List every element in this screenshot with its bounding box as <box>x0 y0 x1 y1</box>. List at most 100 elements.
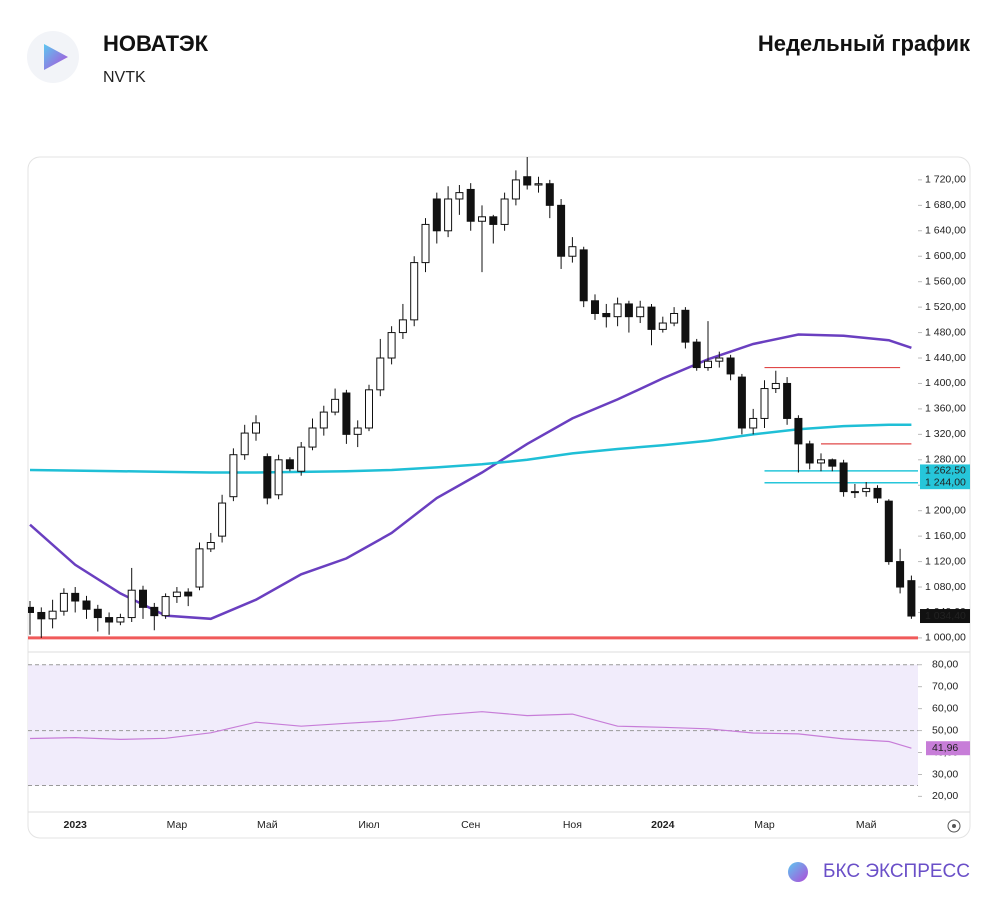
candle-body <box>37 611 46 620</box>
candle-body <box>545 183 554 206</box>
candle-body <box>240 432 249 456</box>
x-tick-label: Май <box>257 819 278 831</box>
timeframe: Недельный график <box>758 31 971 56</box>
x-tick-label: Май <box>856 819 877 831</box>
y-tick-label: 1 280,00 <box>925 454 966 466</box>
brand-logo <box>788 862 808 882</box>
candle-body <box>737 376 746 429</box>
rsi-y-tick-label: 60,00 <box>932 702 958 714</box>
candle-body <box>172 591 181 598</box>
candle-body <box>557 204 566 257</box>
rsi-band <box>28 664 918 786</box>
candle-body <box>681 309 690 343</box>
candle-body <box>749 417 758 429</box>
candle-body <box>263 456 272 499</box>
rsi-y-tick-label: 50,00 <box>932 724 958 736</box>
rsi-y-tick-label: 80,00 <box>932 659 958 671</box>
candle-body <box>478 216 486 222</box>
y-tick-label: 1 320,00 <box>925 428 966 440</box>
candle-body <box>647 306 656 330</box>
candle-body <box>387 332 396 359</box>
candle-body <box>715 357 724 362</box>
candle-body <box>602 312 611 318</box>
current-price-bg <box>920 609 970 624</box>
candle-body <box>398 319 407 334</box>
rsi-current-label: 41,96 <box>932 742 958 754</box>
candle-body <box>161 596 170 617</box>
candle-body <box>579 249 588 302</box>
candle-body <box>48 610 57 620</box>
y-tick-label: 1 360,00 <box>925 403 966 415</box>
candle-body <box>884 500 893 563</box>
y-tick-label: 1 640,00 <box>925 225 966 237</box>
rsi-y-tick-label: 70,00 <box>932 680 958 692</box>
candle-body <box>116 617 125 623</box>
candle-body <box>726 357 735 375</box>
x-tick-label: Сен <box>461 819 480 831</box>
candle-body <box>907 580 916 617</box>
x-tick-label: Мар <box>754 819 775 831</box>
moving-average <box>29 333 912 621</box>
brand: БКС ЭКСПРЕСС <box>823 861 970 882</box>
candle-body <box>342 392 351 435</box>
candle-body <box>127 589 136 619</box>
settings-icon-dot <box>952 824 956 828</box>
candle-body <box>218 502 227 537</box>
settings-icon[interactable] <box>947 819 961 833</box>
y-tick-label: 1 440,00 <box>925 352 966 364</box>
x-tick-label: 2024 <box>651 819 675 831</box>
candle-body <box>150 606 159 617</box>
candle-body <box>624 303 633 318</box>
rsi-current-bg <box>926 741 970 756</box>
y-tick-label: 1 120,00 <box>925 555 966 567</box>
x-tick-label: Мар <box>167 819 188 831</box>
candle-body <box>139 589 147 608</box>
candle-body <box>760 388 769 419</box>
y-tick-label: 1 160,00 <box>925 530 966 542</box>
candle-body <box>331 398 340 413</box>
candle-body <box>489 216 498 225</box>
y-tick-label: 1 080,00 <box>925 581 966 593</box>
candle-body <box>591 300 599 314</box>
candle-body <box>285 459 294 470</box>
candle-body <box>523 176 532 186</box>
candle-body <box>71 592 80 602</box>
chart: 1 000,001 040,001 080,001 120,001 160,00… <box>28 157 970 831</box>
candle-body <box>873 487 882 499</box>
x-tick-label: 2023 <box>64 819 88 831</box>
candle-body <box>184 591 193 597</box>
candle-body <box>511 179 520 200</box>
level-label-bg <box>920 476 970 490</box>
candle-body <box>670 312 679 324</box>
candle-body <box>28 606 34 613</box>
level-label: 1 244,00 <box>925 476 966 488</box>
y-tick-label: 1 480,00 <box>925 326 966 338</box>
candle-body <box>59 592 68 612</box>
candle-body <box>410 262 419 321</box>
candle-body <box>658 322 667 330</box>
candle-body <box>862 487 871 493</box>
x-tick-label: Ноя <box>563 819 582 831</box>
candle-body <box>771 382 780 390</box>
candle-body <box>421 223 430 264</box>
candle-body <box>93 608 102 619</box>
price-pane <box>28 157 918 640</box>
ticker: NVTK <box>103 69 146 86</box>
candle-body <box>817 459 825 464</box>
y-tick-label: 1 680,00 <box>925 199 966 211</box>
candle-body <box>274 459 283 496</box>
candle-body <box>466 188 475 222</box>
candle-body <box>805 443 814 464</box>
candle-body <box>376 357 385 391</box>
rsi-y-tick-label: 20,00 <box>932 790 958 802</box>
y-tick-label: 1 560,00 <box>925 275 966 287</box>
candle-body <box>850 491 859 494</box>
candle-body <box>500 198 509 225</box>
candle-body <box>636 306 645 318</box>
candle-body <box>613 303 622 318</box>
candle-body <box>252 422 260 434</box>
candle-body <box>839 462 848 493</box>
candle-body <box>692 341 701 369</box>
level-label-bg <box>920 464 970 478</box>
